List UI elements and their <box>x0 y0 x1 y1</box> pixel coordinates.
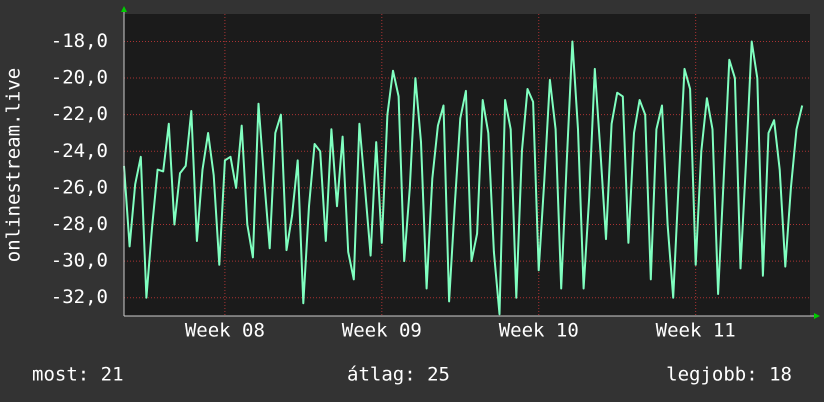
line-series <box>123 40 804 316</box>
plot-layer <box>123 14 810 316</box>
x-tick-label: Week 10 <box>499 320 579 342</box>
y-tick-label: -20,0 <box>51 67 108 89</box>
footer-average: átlag: 25 <box>347 364 450 386</box>
x-tick-label: Week 08 <box>185 320 265 342</box>
y-tick-label: -32,0 <box>51 286 108 308</box>
y-axis-arrow <box>121 6 127 12</box>
plot-area <box>124 14 810 316</box>
x-axis-arrow <box>814 313 820 319</box>
x-tick-label: Week 11 <box>656 320 736 342</box>
y-axis-label: onlinestream.live <box>3 68 25 262</box>
y-tick-label: -26,0 <box>51 176 108 198</box>
y-tick-label: -30,0 <box>51 250 108 272</box>
y-tick-label: -24,0 <box>51 140 108 162</box>
y-tick-label: -22,0 <box>51 103 108 125</box>
x-tick-label: Week 09 <box>342 320 422 342</box>
footer-best: legjobb: 18 <box>666 364 792 386</box>
footer-current: most: 21 <box>32 364 124 386</box>
y-tick-label: -28,0 <box>51 213 108 235</box>
y-tick-label: -18,0 <box>51 30 108 52</box>
